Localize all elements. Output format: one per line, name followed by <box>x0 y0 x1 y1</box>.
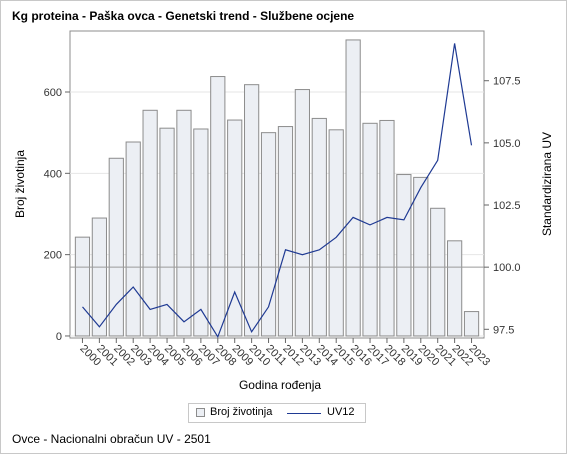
y-tick-label: 0 <box>56 331 62 343</box>
bar <box>210 76 226 337</box>
bar <box>362 122 378 337</box>
bar <box>159 127 175 337</box>
bar <box>447 240 463 337</box>
chart-title: Kg proteina - Paška ovca - Genetski tren… <box>12 9 355 23</box>
legend-bar-label: Broj životinja <box>210 406 273 418</box>
y2-tick-label: 102.5 <box>493 200 521 212</box>
plot-area <box>69 30 485 339</box>
bar <box>74 236 91 337</box>
bar <box>176 109 192 337</box>
bar <box>91 217 107 337</box>
left-axis-ticks: 0 200 400 600 <box>44 87 70 343</box>
legend-line-label: UV12 <box>327 406 355 418</box>
bar-series <box>74 39 480 337</box>
y-tick-label: 200 <box>44 250 62 262</box>
y2-tick-label: 100.0 <box>493 262 521 274</box>
y2-tick-label: 107.5 <box>493 76 521 88</box>
bar <box>227 119 243 337</box>
bar <box>328 129 344 337</box>
line-series <box>82 43 473 339</box>
x-axis-ticks: 2000200120022003200420052006200720082009… <box>77 338 492 368</box>
y2-tick-label: 97.5 <box>493 324 514 336</box>
y-tick-label: 400 <box>44 168 62 180</box>
bar <box>463 311 480 337</box>
bar <box>413 176 429 337</box>
legend-bar-swatch <box>196 408 205 417</box>
y-axis-label: Broj životinja <box>13 150 27 218</box>
bar <box>345 39 361 337</box>
bar <box>260 132 277 337</box>
x-axis-label: Godina rođenja <box>239 378 321 392</box>
bar <box>430 207 446 337</box>
legend-line-swatch <box>287 413 321 414</box>
uv12-line <box>82 43 473 339</box>
bar <box>396 174 412 337</box>
right-axis-ticks: 97.5 100.0 102.5 105.0 107.5 <box>484 76 521 336</box>
bar <box>277 126 294 337</box>
bar <box>311 117 327 337</box>
bar <box>193 128 209 337</box>
bar <box>244 84 260 337</box>
bar <box>125 141 141 337</box>
bar <box>108 157 124 337</box>
bar <box>142 109 158 337</box>
bar <box>379 119 395 337</box>
bar <box>294 89 310 337</box>
footer-note: Ovce - Nacionalni obračun UV - 2501 <box>12 432 211 446</box>
y2-tick-label: 105.0 <box>493 138 521 150</box>
y2-axis-label: Standardizirana UV <box>540 132 554 236</box>
y-tick-label: 600 <box>44 87 62 99</box>
legend: Broj životinja UV12 <box>188 403 366 423</box>
